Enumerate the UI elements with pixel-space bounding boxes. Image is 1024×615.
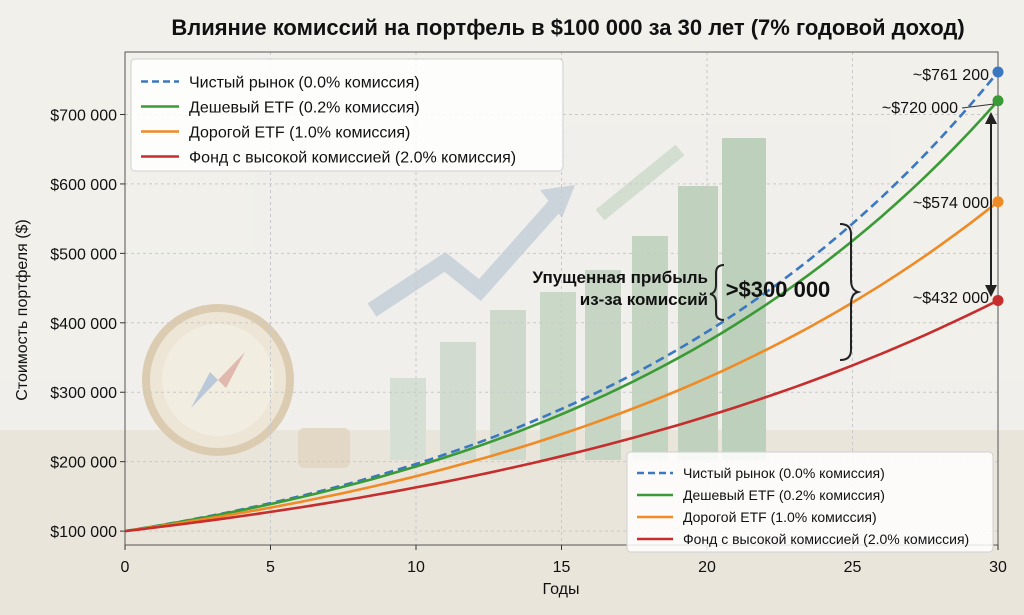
annotation-right-brace — [839, 223, 862, 361]
annotation-line1: Упущенная прибыль — [533, 268, 708, 287]
end-label-2: ~$574 000 — [913, 195, 989, 212]
series-end-point-0 — [992, 66, 1004, 78]
y-tick-label: $600 000 — [50, 177, 117, 194]
end-label-0: ~$761 200 — [913, 67, 989, 84]
x-tick-label: 25 — [844, 559, 862, 576]
legend-entry-label: Дешевый ETF (0.2% комиссия) — [683, 487, 885, 503]
end-label-3: ~$432 000 — [913, 290, 989, 307]
y-axis-label: Стоимость портфеля ($) — [14, 219, 31, 401]
annotation-amount: >$300 000 — [726, 277, 831, 302]
y-tick-label: $500 000 — [50, 246, 117, 263]
x-tick-label: 10 — [407, 559, 425, 576]
legend-entry-label: Дорогой ETF (1.0% комиссия) — [683, 509, 877, 525]
legend-entry-label: Чистый рынок (0.0% комиссия) — [189, 75, 420, 92]
y-tick-label: $200 000 — [50, 455, 117, 472]
series-end-point-2 — [992, 196, 1004, 208]
series-line-1 — [124, 99, 999, 533]
series-line-3 — [124, 299, 999, 533]
annotation-line2: из-за комиссий — [580, 290, 708, 309]
y-tick-label: $700 000 — [50, 107, 117, 124]
legend-entry-label: Дешевый ETF (0.2% комиссия) — [189, 100, 420, 117]
difference-arrow-head-bottom — [985, 285, 997, 297]
legend-entry-label: Фонд с высокой комиссией (2.0% комиссия) — [683, 531, 969, 547]
series-end-markers — [992, 66, 1004, 306]
y-tick-label: $300 000 — [50, 385, 117, 402]
legend-frame — [130, 58, 564, 172]
x-tick-label: 30 — [989, 559, 1007, 576]
end-label-leader — [961, 103, 995, 109]
series-lines — [124, 71, 1000, 533]
legend-entry-label: Дорогой ETF (1.0% комиссия) — [189, 125, 410, 142]
series-line-2 — [124, 200, 999, 533]
y-tick-label: $400 000 — [50, 316, 117, 333]
y-axis-ticks: $100 000 $200 000 $300 000 $400 000 $500 000… — [50, 107, 125, 541]
series-end-point-1 — [992, 95, 1004, 107]
legend-bottom-right: Чистый рынок (0.0% комиссия) Дешевый ETF … — [626, 451, 994, 553]
x-tick-label: 15 — [553, 559, 571, 576]
legend-entry-label: Чистый рынок (0.0% комиссия) — [683, 465, 885, 481]
x-tick-label: 0 — [121, 559, 130, 576]
y-tick-label: $100 000 — [50, 524, 117, 541]
x-axis-label: Годы — [543, 581, 580, 598]
legend-frame — [626, 451, 994, 553]
lost-profit-annotation: Упущенная прибыль из-за комиссий >$300 0… — [533, 112, 997, 361]
x-tick-label: 5 — [266, 559, 275, 576]
legend-top-left: Чистый рынок (0.0% комиссия) Дешевый ETF … — [130, 58, 564, 172]
end-value-labels: ~$761 200 ~$720 000 ~$574 000 ~$432 000 — [882, 67, 995, 307]
chart-title: Влияние комиссий на портфель в $100 000 … — [171, 15, 964, 40]
difference-arrow-head-top — [985, 112, 997, 124]
legend-entry-label: Фонд с высокой комиссией (2.0% комиссия) — [189, 150, 516, 167]
annotation-left-brace — [709, 264, 725, 321]
x-tick-label: 20 — [698, 559, 716, 576]
series-end-point-3 — [992, 294, 1004, 306]
end-label-1: ~$720 000 — [882, 100, 958, 117]
x-axis-ticks: 0 5 10 15 20 25 30 — [121, 545, 1007, 576]
